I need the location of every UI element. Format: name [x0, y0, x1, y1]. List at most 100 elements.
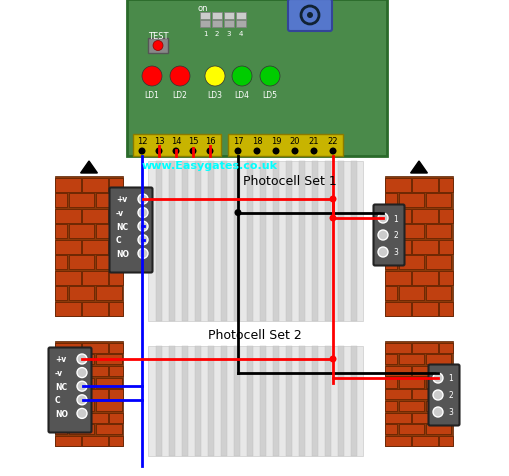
Circle shape [138, 235, 148, 245]
Bar [148, 162, 363, 321]
Polygon shape [80, 162, 97, 174]
Circle shape [77, 408, 87, 418]
Bar [426, 287, 451, 301]
Text: LD4: LD4 [235, 91, 249, 100]
Text: 12: 12 [137, 137, 147, 146]
FancyBboxPatch shape [288, 0, 332, 32]
Circle shape [235, 148, 241, 155]
Bar [439, 413, 453, 423]
Bar [156, 162, 162, 321]
Bar [208, 346, 214, 456]
Circle shape [292, 148, 298, 155]
Text: 2: 2 [215, 31, 219, 37]
Circle shape [253, 148, 261, 155]
Bar [399, 424, 425, 435]
Circle shape [378, 248, 388, 258]
Bar [200, 13, 210, 20]
Bar [385, 413, 411, 423]
Bar [109, 366, 123, 376]
Bar [399, 194, 425, 208]
Bar [156, 346, 162, 456]
Bar [247, 162, 253, 321]
Bar [385, 194, 397, 208]
Bar [200, 21, 210, 28]
Bar [221, 346, 227, 456]
Bar [385, 287, 397, 301]
Circle shape [207, 148, 213, 155]
Bar [221, 162, 227, 321]
Bar [127, 0, 387, 157]
Bar [312, 346, 318, 456]
Bar [228, 135, 343, 157]
Bar [439, 366, 453, 376]
Text: 20: 20 [290, 137, 300, 146]
Bar [385, 343, 411, 353]
Circle shape [153, 41, 163, 51]
Circle shape [378, 214, 388, 224]
FancyBboxPatch shape [374, 205, 405, 266]
Text: 3: 3 [227, 31, 231, 37]
Circle shape [329, 356, 336, 363]
Circle shape [260, 67, 280, 87]
Bar [109, 240, 123, 254]
Bar [439, 271, 453, 285]
Bar [412, 209, 438, 223]
Circle shape [378, 230, 388, 240]
Bar [260, 346, 266, 456]
Bar [96, 256, 122, 270]
Bar [385, 240, 411, 254]
Bar [426, 256, 451, 270]
Bar [385, 341, 453, 446]
Bar [82, 366, 108, 376]
FancyBboxPatch shape [48, 348, 92, 433]
Bar [385, 366, 411, 376]
Bar [109, 436, 123, 446]
Text: TEST: TEST [148, 32, 168, 41]
Bar [109, 413, 123, 423]
Bar [299, 162, 305, 321]
Polygon shape [411, 162, 428, 174]
Bar [55, 256, 67, 270]
Bar [96, 401, 122, 411]
Bar [182, 346, 188, 456]
Bar [412, 436, 438, 446]
Bar [385, 209, 411, 223]
Text: +v: +v [55, 355, 66, 364]
Bar [109, 302, 123, 317]
Bar [69, 401, 94, 411]
Text: Photocell Set 2: Photocell Set 2 [208, 328, 302, 341]
Bar [109, 389, 123, 399]
Bar [96, 424, 122, 435]
Circle shape [142, 67, 162, 87]
Text: on: on [198, 4, 209, 13]
Bar [82, 302, 108, 317]
Circle shape [329, 196, 336, 203]
FancyBboxPatch shape [109, 188, 153, 273]
Text: NO: NO [55, 409, 68, 418]
Bar [69, 424, 94, 435]
Bar [182, 162, 188, 321]
Text: C: C [55, 396, 61, 405]
Bar [286, 162, 292, 321]
Bar [82, 178, 108, 192]
Bar [169, 162, 175, 321]
Bar [338, 346, 344, 456]
Bar [399, 401, 425, 411]
Circle shape [433, 407, 443, 417]
Bar [96, 194, 122, 208]
Bar [55, 355, 67, 365]
Bar [109, 271, 123, 285]
Circle shape [235, 209, 241, 217]
Bar [439, 436, 453, 446]
Bar [55, 389, 81, 399]
Bar [55, 240, 81, 254]
Bar [148, 39, 168, 54]
Text: LD3: LD3 [208, 91, 222, 100]
Text: NC: NC [55, 382, 67, 391]
Bar [82, 240, 108, 254]
Bar [224, 21, 234, 28]
Bar [82, 209, 108, 223]
Bar [224, 13, 234, 20]
Circle shape [77, 368, 87, 378]
Circle shape [433, 373, 443, 383]
